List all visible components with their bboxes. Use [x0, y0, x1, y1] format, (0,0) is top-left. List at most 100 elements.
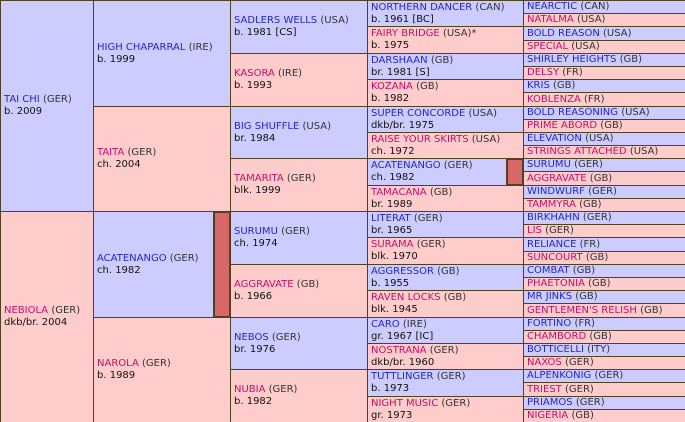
- horse-name[interactable]: SURUMU: [234, 226, 278, 237]
- horse-details-line: br. 1984: [234, 133, 364, 145]
- horse-name[interactable]: KOBLENZA: [527, 93, 581, 105]
- horse-details-line: b. 1982: [371, 93, 520, 105]
- horse-line: NORTHERN DANCER (CAN): [371, 2, 520, 14]
- horse-details: b. 2009: [4, 106, 43, 117]
- horse-details: b. 1993: [234, 80, 273, 91]
- horse-name[interactable]: SHIRLEY HEIGHTS: [527, 54, 617, 65]
- horse-cell: NUBIA (GER) b. 1982: [231, 370, 367, 422]
- horse-name[interactable]: BOLD REASON: [527, 27, 600, 39]
- horse-country: (USA): [468, 107, 497, 119]
- horse-name[interactable]: NOSTRANA: [371, 344, 427, 356]
- horse-name[interactable]: BIRKHAHN: [527, 212, 580, 223]
- horse-cell: GENTLEMEN'S RELISH (GB): [524, 304, 685, 317]
- horse-name[interactable]: NEBOS: [234, 331, 269, 343]
- horse-name[interactable]: LITERAT: [371, 212, 411, 224]
- horse-cell: ALPENKONIG (GER): [524, 370, 685, 382]
- horse-name[interactable]: FAIRY BRIDGE: [371, 28, 440, 39]
- horse-name[interactable]: SUPER CONCORDE: [371, 107, 466, 119]
- horse-cell: ACATENANGO (GER) ch. 1982: [94, 212, 213, 317]
- horse-name[interactable]: CARO: [371, 318, 400, 330]
- horse-name[interactable]: PHAETONIA: [527, 278, 585, 289]
- horse-name[interactable]: DARSHAAN: [371, 54, 428, 66]
- horse-country: (GER): [582, 212, 612, 223]
- horse-name[interactable]: AGGRESSOR: [371, 265, 434, 277]
- horse-name[interactable]: NEBIOLA: [4, 305, 49, 316]
- horse-name[interactable]: NAROLA: [97, 358, 139, 369]
- horse-name[interactable]: AGGRAVATE: [527, 172, 587, 184]
- horse-line: STRINGS ATTACHED (USA): [527, 146, 682, 158]
- horse-name[interactable]: TRIEST: [527, 383, 562, 395]
- horse-name[interactable]: LIS: [527, 225, 542, 236]
- horse-cell: AGGRAVATE (GB) b. 1966: [231, 265, 367, 317]
- horse-name[interactable]: CHAMBORD: [527, 331, 587, 342]
- horse-name[interactable]: NIGERIA: [527, 410, 569, 421]
- horse-country: (GB): [430, 54, 454, 66]
- horse-cell: DELSY (FR): [524, 67, 685, 79]
- horse-name[interactable]: RELIANCE: [527, 238, 577, 250]
- horse-name[interactable]: WINDWURF: [527, 186, 585, 197]
- horse-name[interactable]: NATALMA: [527, 14, 574, 25]
- horse-name[interactable]: TUTTLINGER: [371, 371, 434, 382]
- horse-name[interactable]: ACATENANGO: [97, 252, 167, 264]
- horse-name[interactable]: SUNCOURT: [527, 252, 583, 263]
- horse-name[interactable]: TAMARITA: [234, 173, 284, 184]
- horse-details: b. 1999: [97, 53, 136, 65]
- horse-name[interactable]: ALPENKONIG: [527, 370, 592, 381]
- horse-country: (FR): [584, 93, 605, 105]
- horse-country: (GB): [585, 252, 609, 263]
- horse-country: (GER): [564, 383, 594, 395]
- horse-name[interactable]: DELSY: [527, 67, 560, 78]
- horse-name[interactable]: PRIAMOS: [527, 397, 573, 408]
- horse-name[interactable]: BOTTICELLI: [527, 344, 584, 355]
- horse-name[interactable]: PRIME ABORD: [527, 120, 598, 131]
- horse-name[interactable]: SADLERS WELLS: [234, 15, 318, 26]
- horse-country: (GER): [429, 344, 459, 356]
- horse-cell: KOZANA (GB) b. 1982: [368, 80, 523, 106]
- horse-name[interactable]: HIGH CHAPARRAL: [97, 41, 186, 53]
- horse-country: (GER): [281, 226, 310, 237]
- horse-name[interactable]: KRIS: [527, 80, 550, 91]
- horse-line: NOSTRANA (GER): [371, 345, 520, 357]
- horse-line: SURAMA (GER): [371, 239, 520, 251]
- horse-cell: NEARCTIC (CAN): [524, 1, 685, 13]
- horse-line: SPECIAL (USA): [527, 41, 682, 53]
- horse-name[interactable]: NORTHERN DANCER: [371, 1, 473, 13]
- horse-name[interactable]: NUBIA: [234, 384, 266, 395]
- horse-name[interactable]: GENTLEMEN'S RELISH: [527, 304, 637, 316]
- horse-name[interactable]: SPECIAL: [527, 41, 569, 52]
- horse-line: TAI CHI (GER): [4, 94, 90, 106]
- horse-name[interactable]: NAXOS: [527, 357, 562, 368]
- horse-name[interactable]: STRINGS ATTACHED: [527, 146, 627, 157]
- horse-country: (GB): [589, 172, 613, 184]
- horse-country: (GB): [619, 54, 643, 65]
- horse-name[interactable]: SURAMA: [371, 239, 414, 250]
- horse-name[interactable]: NEARCTIC: [527, 1, 578, 12]
- horse-cell: HIGH CHAPARRAL (IRE) b. 1999: [94, 1, 230, 106]
- horse-name[interactable]: AGGRAVATE: [234, 279, 294, 290]
- horse-name[interactable]: ELEVATION: [527, 133, 582, 144]
- horse-details-line: b. 1961 [BC]: [371, 14, 520, 26]
- horse-name[interactable]: BOLD REASONING: [527, 107, 618, 118]
- horse-cell: NIGHT MUSIC (GER) gr. 1973: [368, 397, 523, 422]
- horse-name[interactable]: FORTINO: [527, 318, 572, 329]
- horse-name[interactable]: COMBAT: [527, 265, 570, 276]
- horse-name[interactable]: RAVEN LOCKS: [371, 292, 441, 303]
- horse-name[interactable]: ACATENANGO: [371, 160, 441, 171]
- horse-country: (GB): [572, 265, 596, 276]
- horse-name[interactable]: KOZANA: [371, 81, 413, 92]
- horse-name[interactable]: KASORA: [234, 68, 275, 79]
- horse-name[interactable]: MR JINKS: [527, 291, 573, 302]
- horse-name[interactable]: BIG SHUFFLE: [234, 120, 300, 132]
- horse-name[interactable]: RAISE YOUR SKIRTS: [371, 133, 469, 145]
- horse-name[interactable]: SURUMU: [527, 159, 571, 170]
- horse-name[interactable]: TAI CHI: [4, 94, 40, 105]
- horse-details-line: dkb/br. 1960: [371, 357, 520, 369]
- horse-details-line: br. 1989: [371, 199, 520, 211]
- horse-name[interactable]: TAITA: [97, 147, 125, 158]
- horse-line: NUBIA (GER): [234, 384, 364, 396]
- horse-line: SADLERS WELLS (USA): [234, 15, 364, 27]
- horse-name[interactable]: TAMACANA: [371, 186, 427, 198]
- horse-name[interactable]: TAMMYRA: [527, 199, 576, 210]
- horse-name[interactable]: NIGHT MUSIC: [371, 397, 439, 409]
- horse-line: DARSHAAN (GB): [371, 55, 520, 67]
